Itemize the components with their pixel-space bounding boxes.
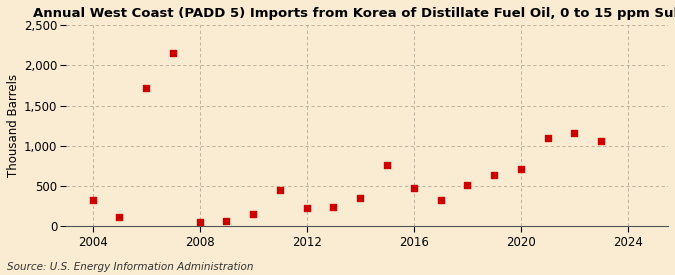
Point	[114, 215, 125, 219]
Point	[596, 139, 607, 143]
Point	[462, 183, 472, 187]
Point	[248, 211, 259, 216]
Point	[408, 185, 419, 190]
Point	[569, 131, 580, 135]
Point	[221, 219, 232, 223]
Point	[435, 197, 446, 202]
Point	[542, 136, 553, 140]
Title: Annual West Coast (PADD 5) Imports from Korea of Distillate Fuel Oil, 0 to 15 pp: Annual West Coast (PADD 5) Imports from …	[33, 7, 675, 20]
Point	[140, 86, 151, 90]
Text: Source: U.S. Energy Information Administration: Source: U.S. Energy Information Administ…	[7, 262, 253, 272]
Point	[328, 205, 339, 209]
Point	[489, 172, 500, 177]
Point	[167, 51, 178, 56]
Point	[355, 196, 366, 200]
Point	[301, 206, 312, 211]
Point	[381, 163, 392, 167]
Y-axis label: Thousand Barrels: Thousand Barrels	[7, 74, 20, 177]
Point	[194, 219, 205, 224]
Point	[516, 167, 526, 171]
Point	[87, 198, 98, 203]
Point	[275, 188, 286, 192]
